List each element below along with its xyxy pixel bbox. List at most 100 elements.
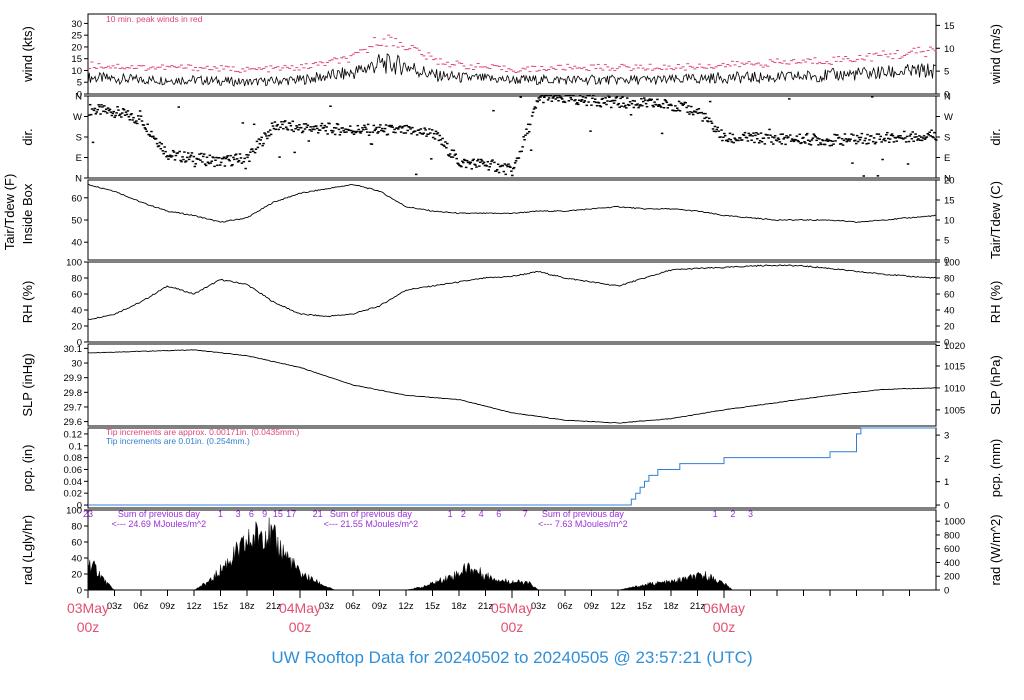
rad-hour-mark: 1 <box>218 509 223 519</box>
slp-ylabel: SLP (inHg) <box>20 353 35 416</box>
dir-point <box>291 120 295 123</box>
dir-point <box>892 141 896 143</box>
dir-point <box>235 158 239 160</box>
dir-point <box>301 130 305 132</box>
dir-point <box>256 146 260 149</box>
dir-point <box>338 134 342 136</box>
dir-point <box>849 138 852 141</box>
dir-point <box>408 126 411 128</box>
pcp-left-tick-label: 0.06 <box>64 465 83 476</box>
x-hour-tick-label: 15z <box>213 601 229 612</box>
dir-point <box>881 158 884 161</box>
dir-point <box>204 164 208 167</box>
dir-point <box>907 140 911 143</box>
dir-point <box>326 133 329 135</box>
dir-point <box>251 148 254 150</box>
dir-point <box>729 138 733 141</box>
dir-point <box>805 134 808 136</box>
dir-point <box>316 132 320 134</box>
dir-point <box>657 105 660 107</box>
dir-point <box>788 98 791 100</box>
dir-point <box>322 126 326 129</box>
dir-point <box>187 158 191 161</box>
rad-sum-value: <--- 21.55 MJoules/m^2 <box>324 519 419 529</box>
dir-point <box>294 127 297 130</box>
dir-point <box>353 130 357 133</box>
dir-point <box>146 123 149 125</box>
dir-point <box>332 126 336 129</box>
dir-point <box>724 134 727 137</box>
x-date-label: 04May <box>279 600 321 616</box>
dir-point <box>796 139 800 142</box>
dir-point <box>125 113 129 116</box>
dir-point <box>171 149 175 152</box>
dir-point <box>440 143 443 146</box>
dir-point <box>831 140 834 143</box>
dir-point <box>669 103 672 106</box>
dir-point <box>428 128 431 130</box>
dir-point <box>489 163 492 165</box>
dir-point <box>329 105 332 107</box>
dir-point <box>309 126 312 128</box>
dir-point <box>363 124 366 127</box>
dir-point <box>643 99 647 101</box>
dir-point <box>239 157 243 159</box>
x-hour-tick-label: 03z <box>531 601 547 612</box>
dir-point <box>213 165 216 168</box>
dir-point <box>473 163 476 166</box>
dir-point <box>318 129 322 131</box>
dir-point <box>813 134 817 137</box>
dir-point <box>404 132 408 134</box>
dir-point <box>770 141 773 143</box>
dir-point <box>487 169 491 171</box>
dir-point <box>368 131 372 134</box>
dir-point <box>603 101 606 104</box>
dir-point <box>132 116 135 119</box>
dir-point <box>230 164 233 167</box>
x-hour-tick-label: 09z <box>584 601 600 612</box>
dir-point <box>553 95 556 97</box>
dir-point <box>746 140 750 142</box>
slp-line <box>87 349 937 424</box>
dir-point <box>339 131 343 133</box>
dir-point <box>821 139 825 142</box>
dir-point <box>429 132 432 134</box>
pcp-right-tick-label: 1 <box>944 477 949 488</box>
dir-point <box>658 105 662 107</box>
dir-point <box>577 99 581 102</box>
dir-point <box>386 133 390 136</box>
dir-point <box>742 134 746 137</box>
dir-point <box>91 141 95 144</box>
dir-point <box>887 141 891 143</box>
dir-point <box>117 109 120 111</box>
dir-point <box>265 135 268 137</box>
dir-point <box>412 131 415 133</box>
dir-point <box>222 156 226 159</box>
dir-point <box>609 106 613 109</box>
dir-point <box>829 139 833 142</box>
dir-point <box>277 128 280 131</box>
dir-point <box>722 136 725 139</box>
x-date-label: 03May <box>67 600 109 616</box>
dir-point <box>185 160 188 162</box>
dir-point <box>640 97 643 100</box>
dir-point <box>471 159 474 162</box>
dir-point <box>463 158 466 161</box>
dir-point <box>264 133 267 135</box>
dir-point <box>927 134 931 136</box>
dir-point <box>612 102 616 104</box>
dir-point <box>249 151 252 153</box>
dir-point <box>762 137 766 139</box>
dir-point <box>263 132 266 134</box>
dir-point <box>538 99 541 101</box>
dir-point <box>243 157 246 160</box>
rad-hour-mark: 15 <box>273 509 283 519</box>
dir-point <box>153 137 156 140</box>
dir-point <box>260 136 263 139</box>
dir-point <box>749 133 752 136</box>
dir-point <box>362 128 365 131</box>
dir-point <box>832 143 835 145</box>
dir-point <box>501 165 505 167</box>
dir-point <box>396 127 399 129</box>
dir-point <box>303 128 307 130</box>
